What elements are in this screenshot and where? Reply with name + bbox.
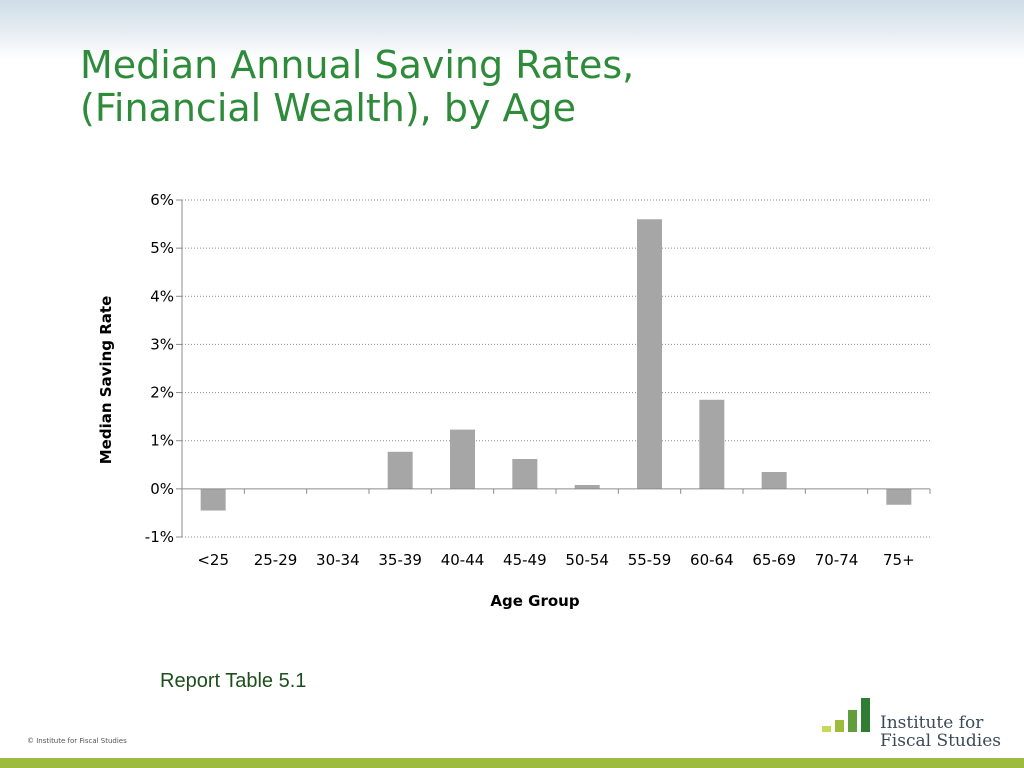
logo-bar-4 xyxy=(861,698,870,732)
x-tick-label: 70-74 xyxy=(815,551,859,569)
x-tick-label: 45-49 xyxy=(503,551,547,569)
copyright-text: © Institute for Fiscal Studies xyxy=(27,737,127,745)
y-axis-title: Median Saving Rate xyxy=(97,296,115,465)
bars xyxy=(200,219,912,511)
bar-40-44 xyxy=(450,429,475,489)
x-tick-label: <25 xyxy=(197,551,229,569)
bar-35-39 xyxy=(387,451,413,489)
x-tick-label: 50-54 xyxy=(565,551,609,569)
y-tick-label: 0% xyxy=(150,480,174,498)
title-line-1: Median Annual Saving Rates, xyxy=(80,43,635,87)
x-tick-label: 40-44 xyxy=(441,551,485,569)
y-tick-label: 4% xyxy=(150,287,174,305)
x-tick-label: 35-39 xyxy=(378,551,422,569)
x-tick-label: 65-69 xyxy=(752,551,796,569)
logo-line-2: Fiscal Studies xyxy=(880,731,1001,751)
y-tick-label: 2% xyxy=(150,384,174,402)
x-tick-label: 60-64 xyxy=(690,551,734,569)
bar-75+ xyxy=(886,488,912,505)
y-tick-label: 1% xyxy=(150,432,174,450)
report-caption: Report Table 5.1 xyxy=(160,670,307,692)
y-tick-label: 5% xyxy=(150,239,174,257)
x-axis-title: Age Group xyxy=(490,592,579,610)
slide-title: Median Annual Saving Rates, (Financial W… xyxy=(80,44,634,130)
x-tick-label: 75+ xyxy=(883,551,915,569)
bar-55-59 xyxy=(637,219,662,489)
logo-bars-icon xyxy=(822,698,874,732)
tick-labels: -1% 0% 1% 2% 3% 4% 5% 6% <25 25-29 30-34 35-39 40-44… xyxy=(145,191,915,569)
bar-chart: -1% 0% 1% 2% 3% 4% 5% 6% <25 25-29 30-34 35-39 40-44… xyxy=(97,191,931,610)
bar-45-49 xyxy=(512,459,538,489)
logo-line-1: Institute for xyxy=(880,713,984,733)
axes xyxy=(176,199,931,538)
title-line-2: (Financial Wealth), by Age xyxy=(80,86,577,130)
x-tick-label: 30-34 xyxy=(316,551,360,569)
footer-band xyxy=(0,758,1024,768)
logo-text: Institute for Fiscal Studies xyxy=(880,714,1001,750)
ifs-logo: Institute for Fiscal Studies xyxy=(822,698,1002,754)
bar-60-64 xyxy=(699,399,725,489)
logo-bar-2 xyxy=(835,720,844,732)
y-tick-label: -1% xyxy=(145,528,174,546)
y-tick-label: 6% xyxy=(150,191,174,209)
y-tick-label: 3% xyxy=(150,335,174,353)
logo-bar-1 xyxy=(822,726,831,732)
x-tick-label: 25-29 xyxy=(254,551,298,569)
bar-<25 xyxy=(200,488,226,511)
bar-65-69 xyxy=(761,472,787,489)
gridlines xyxy=(182,199,930,538)
bar-50-54 xyxy=(574,485,600,489)
x-tick-label: 55-59 xyxy=(628,551,672,569)
header-band xyxy=(0,0,1024,60)
logo-bar-3 xyxy=(848,710,857,732)
